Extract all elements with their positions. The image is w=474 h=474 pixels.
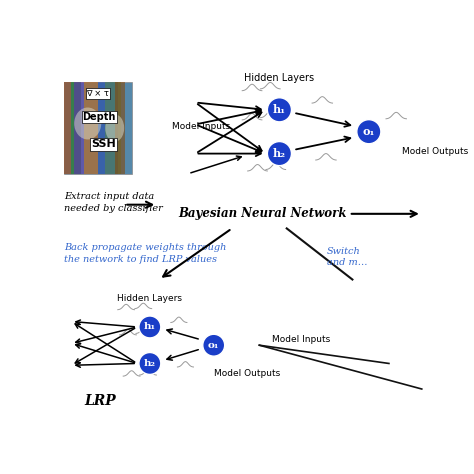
Text: o₁: o₁ [363,126,375,137]
Bar [64,82,132,173]
Text: Switch
and m…: Switch and m… [327,246,367,267]
Circle shape [357,119,381,144]
Text: Hidden Layers: Hidden Layers [245,73,314,83]
Circle shape [139,316,161,338]
Ellipse shape [105,114,124,142]
Bar [64,82,81,173]
Bar [98,82,118,173]
Text: h₁: h₁ [273,104,286,115]
Text: h₂: h₂ [273,148,286,159]
Circle shape [203,334,225,356]
Text: Model Inputs: Model Inputs [172,122,230,131]
Text: Model Outputs: Model Outputs [401,147,468,156]
Bar [64,82,74,173]
Text: ∇ × τ: ∇ × τ [86,89,109,98]
Bar [64,82,71,173]
Text: h₂: h₂ [144,359,156,368]
Text: SSH: SSH [91,139,116,149]
Text: Hidden Layers: Hidden Layers [118,294,182,303]
Circle shape [139,353,161,374]
Ellipse shape [74,108,101,139]
Circle shape [267,142,292,165]
Text: Model Outputs: Model Outputs [214,369,280,378]
Text: h₁: h₁ [144,322,156,331]
Text: LRP: LRP [85,394,117,408]
Bar [105,82,121,173]
Text: Depth: Depth [82,112,116,122]
Text: Extract input data
needed by classifier: Extract input data needed by classifier [64,192,163,213]
Circle shape [267,98,292,122]
Text: Model Inputs: Model Inputs [272,335,330,344]
Bar [115,82,125,173]
Text: Bayesian Neural Network: Bayesian Neural Network [179,207,347,220]
Bar [84,82,98,173]
Text: o₁: o₁ [208,341,219,350]
Bar [74,82,98,173]
Text: Back propagate weights through
the network to find LRP values: Back propagate weights through the netwo… [64,243,227,264]
